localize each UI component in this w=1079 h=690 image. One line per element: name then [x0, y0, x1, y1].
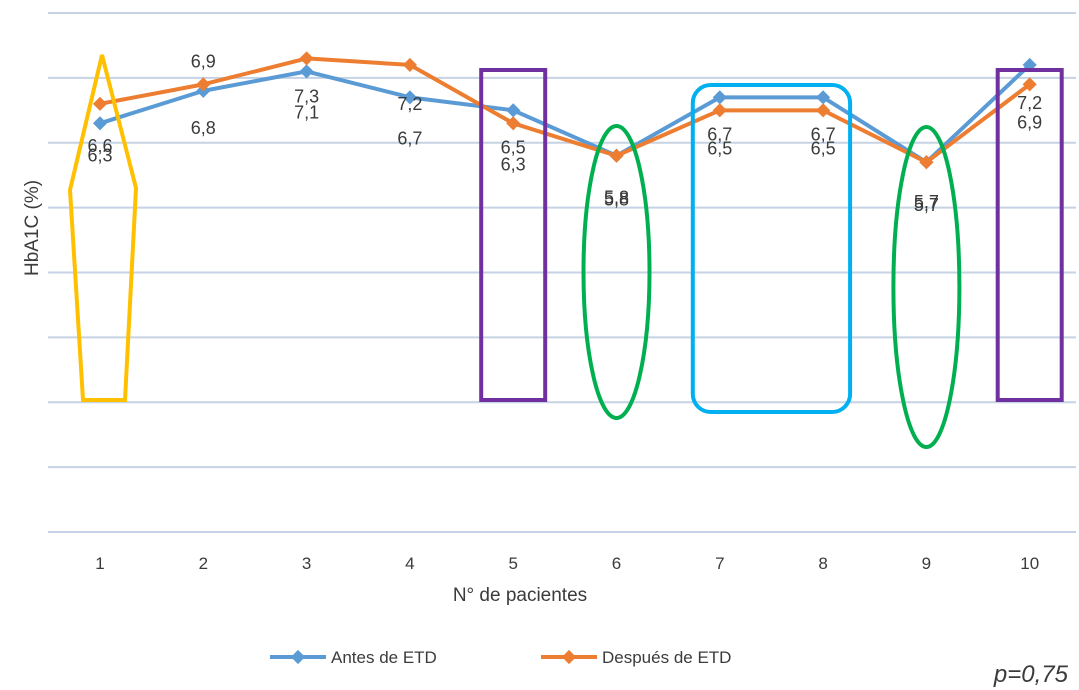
- data-label: 6,3: [501, 154, 526, 174]
- data-label: 6,7: [397, 128, 422, 148]
- legend: Antes de ETD Después de ETD: [270, 648, 731, 667]
- data-point: [299, 64, 314, 79]
- x-tick-label: 5: [508, 554, 517, 573]
- series-line: [99, 63, 1032, 165]
- data-label: 7,2: [397, 94, 422, 114]
- data-label: 6,8: [191, 118, 216, 138]
- data-label: 5,8: [604, 190, 629, 210]
- data-label: 6,9: [1017, 112, 1042, 132]
- x-tick-label: 8: [818, 554, 827, 573]
- highlight-layer: [67, 54, 1064, 449]
- legend-label-antes: Antes de ETD: [331, 648, 437, 667]
- highlight-rounded-rectangle: [690, 83, 853, 414]
- series-line: [99, 56, 1031, 165]
- legend-marker-antes: [290, 649, 306, 665]
- data-point: [816, 103, 831, 118]
- x-tick-label: 9: [922, 554, 931, 573]
- data-point: [506, 116, 521, 131]
- data-label: 6,9: [191, 51, 216, 71]
- legend-item-antes: Antes de ETD: [270, 648, 437, 667]
- data-label: 5,7: [914, 192, 939, 212]
- data-label: 7,2: [1017, 93, 1042, 113]
- x-tick-label: 6: [612, 554, 621, 573]
- data-point: [506, 103, 521, 118]
- legend-marker-despues: [561, 649, 577, 665]
- data-point: [816, 90, 831, 105]
- x-tick-label: 7: [715, 554, 724, 573]
- highlight-ellipse: [891, 125, 962, 449]
- data-point: [92, 116, 108, 131]
- data-label: 5,8: [604, 188, 629, 208]
- series-layer: 6,36,87,16,7 6,55,86,7 6,75,77,26,66,97,3 7…: [87, 51, 1042, 215]
- data-point: [402, 90, 417, 105]
- x-axis-title: N° de pacientes: [453, 585, 587, 606]
- x-tick-label: 1: [95, 554, 104, 573]
- x-tick-label: 4: [405, 554, 414, 573]
- data-label: 5,7: [914, 195, 939, 215]
- data-label: 6,7: [707, 124, 732, 144]
- x-tick-labels: 1 2 3 4 5 6 7 8 9 10: [95, 554, 1039, 573]
- highlight-hexagon: [67, 54, 139, 402]
- data-label: 6,5: [811, 138, 836, 158]
- data-point: [712, 103, 727, 118]
- x-tick-label: 10: [1020, 554, 1039, 573]
- data-label: 6,5: [707, 138, 732, 158]
- data-label: 6,6: [87, 136, 112, 156]
- data-label: 6,3: [87, 145, 112, 165]
- data-point: [92, 96, 108, 111]
- data-point: [919, 155, 934, 170]
- data-point: [402, 57, 417, 72]
- highlight-ellipse: [581, 124, 652, 420]
- data-point: [712, 90, 727, 105]
- data-label: 7,1: [294, 102, 319, 122]
- x-tick-label: 3: [302, 554, 311, 573]
- legend-label-despues: Después de ETD: [602, 648, 731, 667]
- y-axis-title: HbA1C (%): [22, 180, 43, 276]
- highlight-rectangle: [479, 68, 548, 402]
- data-label: 7,3: [294, 86, 319, 106]
- data-label: 6,7: [811, 124, 836, 144]
- gridlines: [48, 12, 1076, 533]
- data-point: [1022, 77, 1037, 92]
- data-point: [609, 148, 624, 163]
- x-tick-label: 2: [199, 554, 208, 573]
- data-point: [299, 51, 314, 66]
- highlight-rectangle: [995, 68, 1064, 402]
- legend-item-despues: Después de ETD: [541, 648, 731, 667]
- data-label: 6,5: [501, 137, 526, 157]
- p-value-annotation: p=0,75: [993, 661, 1069, 688]
